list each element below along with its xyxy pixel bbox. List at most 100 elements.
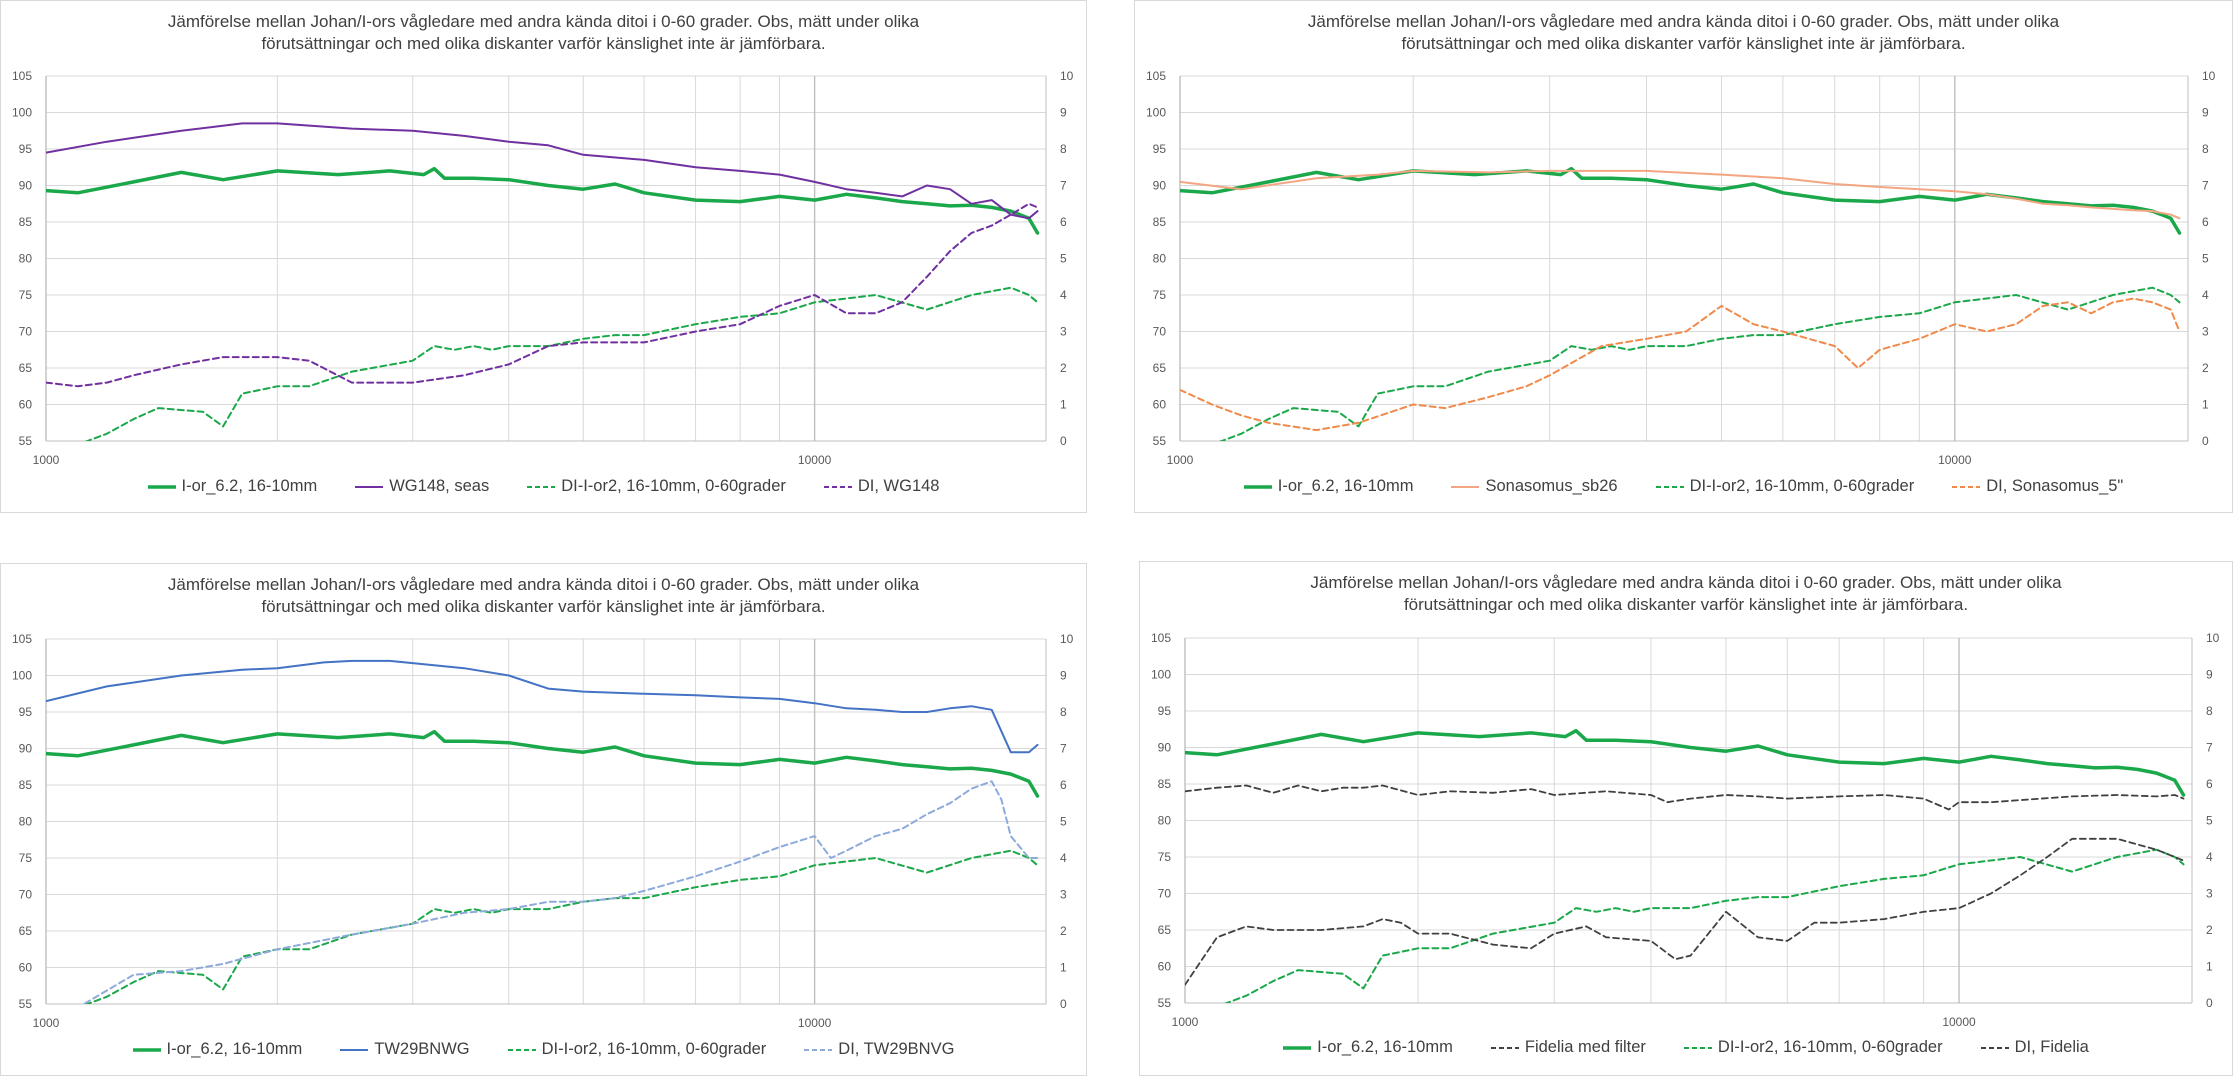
series-line xyxy=(1223,848,2185,1003)
y2-tick-label: 9 xyxy=(2206,668,2213,682)
y-tick-label: 95 xyxy=(19,705,33,719)
legend-item: I-or_6.2, 16-10mm xyxy=(1283,1038,1453,1057)
chart-title-line-1: Jämförelse mellan Johan/I-ors vågledare … xyxy=(167,575,920,594)
legend-item: DI, WG148 xyxy=(823,477,939,496)
chart-title-line-1: Jämförelse mellan Johan/I-ors vågledare … xyxy=(167,12,920,31)
y-tick-label: 100 xyxy=(1151,668,1171,682)
y2-tick-label: 7 xyxy=(1060,742,1067,756)
chart-title: Jämförelse mellan Johan/I-ors vågledare … xyxy=(1,574,1086,618)
y2-tick-label: 0 xyxy=(1060,434,1067,448)
legend-label: DI-I-or2, 16-10mm, 0-60grader xyxy=(561,477,786,495)
y2-tick-label: 4 xyxy=(1060,851,1067,865)
y2-tick-label: 7 xyxy=(2206,741,2213,755)
y-tick-label: 60 xyxy=(1158,960,1172,974)
y-tick-label: 105 xyxy=(1146,69,1166,83)
y-tick-label: 70 xyxy=(1153,325,1167,339)
series-line xyxy=(84,286,1039,441)
y2-tick-label: 5 xyxy=(2206,814,2213,828)
legend-label: I-or_6.2, 16-10mm xyxy=(1277,477,1414,495)
y2-tick-label: 3 xyxy=(1060,888,1067,902)
legend-label: I-or_6.2, 16-10mm xyxy=(1317,1038,1453,1056)
chart-panel-3: Jämförelse mellan Johan/I-ors vågledare … xyxy=(0,563,1087,1076)
chart-panel-2: Jämförelse mellan Johan/I-ors vågledare … xyxy=(1134,0,2233,513)
y2-tick-label: 6 xyxy=(1060,215,1067,229)
series-line xyxy=(1185,837,2185,986)
y-tick-label: 70 xyxy=(19,888,33,902)
legend-swatch xyxy=(147,484,176,489)
y2-tick-label: 4 xyxy=(2206,850,2213,864)
legend-item: I-or_6.2, 16-10mm xyxy=(147,477,318,496)
legend-swatch xyxy=(1283,1045,1312,1050)
legend-label: TW29BNWG xyxy=(374,1040,470,1058)
legend-item: TW29BNWG xyxy=(340,1040,470,1059)
y-tick-label: 55 xyxy=(19,434,33,448)
y-tick-label: 95 xyxy=(1153,142,1167,156)
legend-swatch xyxy=(340,1048,369,1051)
y-tick-label: 55 xyxy=(1158,996,1172,1010)
chart-legend: I-or_6.2, 16-10mm TW29BNWG DI-I-or2, 16-10… xyxy=(1,1040,1086,1059)
y-tick-label: 105 xyxy=(12,69,32,83)
y-tick-label: 60 xyxy=(19,398,33,412)
legend-swatch xyxy=(1451,485,1480,488)
legend-label: DI, Fidelia xyxy=(2014,1038,2089,1056)
legend-item: I-or_6.2, 16-10mm xyxy=(1243,477,1414,496)
series-line xyxy=(1180,297,2181,432)
y2-tick-label: 2 xyxy=(1060,361,1067,375)
chart-title-line-2: förutsättningar och med olika diskanter … xyxy=(1403,595,1969,614)
legend-label: DI, TW29BNVG xyxy=(838,1040,955,1058)
y2-tick-label: 3 xyxy=(2206,887,2213,901)
y2-tick-label: 2 xyxy=(2206,923,2213,937)
y2-tick-label: 7 xyxy=(1060,179,1067,193)
y-tick-label: 75 xyxy=(19,288,33,302)
legend-label: I-or_6.2, 16-10mm xyxy=(181,477,318,495)
chart-title: Jämförelse mellan Johan/I-ors vågledare … xyxy=(1135,11,2232,55)
y2-tick-label: 5 xyxy=(1060,252,1067,266)
x-tick-label: 10000 xyxy=(1938,453,1972,467)
y-tick-label: 85 xyxy=(19,215,33,229)
legend-swatch xyxy=(1980,1046,2009,1049)
chart-title-line-2: förutsättningar och med olika diskanter … xyxy=(1401,34,1966,53)
y2-tick-label: 6 xyxy=(1060,778,1067,792)
y-tick-label: 75 xyxy=(1158,850,1172,864)
y-tick-label: 80 xyxy=(19,252,33,266)
series-line xyxy=(84,849,1039,1004)
y-tick-label: 75 xyxy=(1153,288,1167,302)
legend-item: DI, Fidelia xyxy=(1980,1038,2089,1057)
legend-label: DI, Sonasomus_5" xyxy=(1986,477,2124,495)
series-line xyxy=(1218,286,2181,441)
legend-swatch xyxy=(507,1048,536,1051)
y-tick-label: 65 xyxy=(1153,361,1167,375)
line-chart: 55 60 65 70 75 80 85 90 95 100 105 0 1 2 3 4 5 6 7 8 9 10 1000… xyxy=(12,632,1074,1030)
y2-tick-label: 7 xyxy=(2202,179,2209,193)
y-tick-label: 90 xyxy=(19,742,33,756)
series-line xyxy=(46,122,1039,220)
y2-tick-label: 5 xyxy=(2202,252,2209,266)
y-tick-label: 95 xyxy=(1158,704,1172,718)
y2-tick-label: 10 xyxy=(2206,631,2220,645)
y-tick-label: 100 xyxy=(12,669,32,683)
chart-legend: I-or_6.2, 16-10mm WG148, seas DI-I-or2, 16… xyxy=(1,477,1086,496)
y-tick-label: 60 xyxy=(1153,398,1167,412)
legend-swatch xyxy=(1683,1046,1712,1049)
y2-tick-label: 10 xyxy=(2202,69,2216,83)
legend-item: DI-I-or2, 16-10mm, 0-60grader xyxy=(507,1040,766,1059)
line-chart: 55 60 65 70 75 80 85 90 95 100 105 0 1 2 3 4 5 6 7 8 9 10 1000… xyxy=(1151,631,2220,1029)
chart-legend: I-or_6.2, 16-10mm Fidelia med filter DI-I-… xyxy=(1140,1038,2232,1057)
y2-tick-label: 6 xyxy=(2206,777,2213,791)
y-tick-label: 100 xyxy=(12,106,32,120)
series-line xyxy=(46,202,1039,388)
y2-tick-label: 10 xyxy=(1060,69,1074,83)
y2-tick-label: 0 xyxy=(2202,434,2209,448)
legend-item: I-or_6.2, 16-10mm xyxy=(132,1040,302,1059)
chart-title-line-2: förutsättningar och med olika diskanter … xyxy=(261,597,826,616)
y-tick-label: 90 xyxy=(1153,179,1167,193)
y2-tick-label: 3 xyxy=(1060,325,1067,339)
y2-tick-label: 1 xyxy=(1060,398,1067,412)
y-tick-label: 55 xyxy=(19,997,33,1011)
legend-item: WG148, seas xyxy=(355,477,489,496)
y2-tick-label: 8 xyxy=(1060,705,1067,719)
y2-tick-label: 10 xyxy=(1060,632,1074,646)
chart-panel-4: Jämförelse mellan Johan/I-ors vågledare … xyxy=(1139,561,2233,1076)
y-tick-label: 90 xyxy=(1158,741,1172,755)
y-tick-label: 70 xyxy=(1158,887,1172,901)
